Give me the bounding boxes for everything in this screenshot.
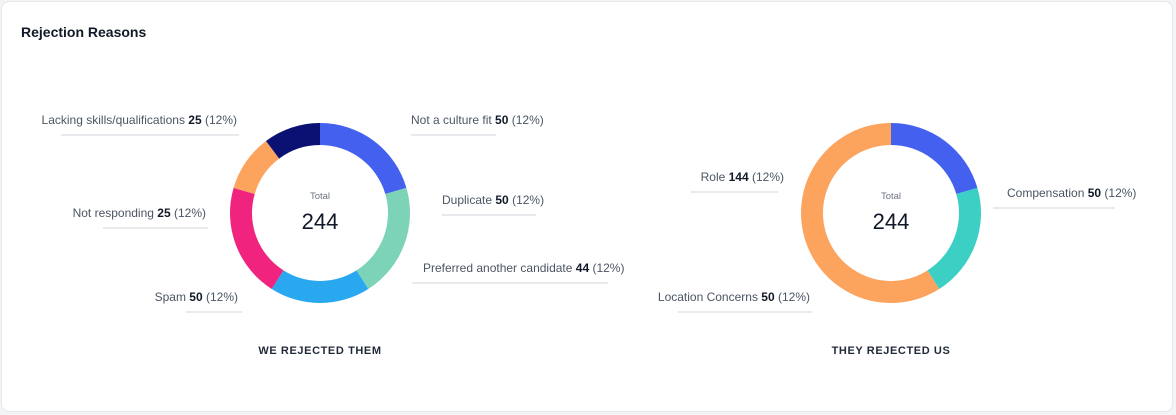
center-total-value: 244	[302, 209, 339, 234]
slice-label: Preferred another candidate 44 (12%)	[423, 261, 624, 275]
slice-duplicate[interactable]	[356, 187, 410, 289]
slice-label-value: 44	[576, 261, 590, 275]
slice-label-name: Role	[701, 170, 729, 184]
slice-label-name: Lacking skills/qualifications	[42, 113, 189, 127]
slice-location-concerns[interactable]	[927, 187, 981, 289]
chart-caption: THEY REJECTED US	[832, 345, 951, 357]
slice-label: Spam 50 (12%)	[155, 290, 238, 304]
slice-label-value: 25	[188, 113, 202, 127]
slice-label-pct: (12%)	[202, 113, 237, 127]
slice-label-name: Preferred another candidate	[423, 261, 576, 275]
slice-compensation[interactable]	[891, 123, 978, 194]
slice-preferred-another-candidate[interactable]	[271, 270, 369, 303]
slice-label-value: 144	[729, 170, 749, 184]
slice-lacking-skills-qualifications[interactable]	[265, 123, 320, 159]
slice-spam[interactable]	[230, 187, 284, 289]
slice-label: Lacking skills/qualifications 25 (12%)	[42, 113, 237, 127]
slice-not-responding[interactable]	[233, 141, 280, 194]
slice-label: Location Concerns 50 (12%)	[658, 290, 810, 304]
slice-label-value: 25	[157, 206, 171, 220]
slice-label-name: Compensation	[1007, 186, 1088, 200]
center-title: Total	[881, 191, 901, 202]
slice-label-pct: (12%)	[1101, 186, 1136, 200]
slice-not-a-culture-fit[interactable]	[320, 123, 407, 194]
center-title: Total	[310, 191, 330, 202]
slice-label-name: Spam	[155, 290, 190, 304]
slice-label: Not a culture fit 50 (12%)	[411, 113, 544, 127]
slice-label-name: Not responding	[73, 206, 158, 220]
slice-label-value: 50	[495, 113, 509, 127]
slice-label-name: Not a culture fit	[411, 113, 495, 127]
slice-label-name: Duplicate	[442, 193, 495, 207]
donut-chart-1: Not a culture fit 50 (12%)Duplicate 50 (…	[42, 113, 625, 357]
slice-label: Not responding 25 (12%)	[73, 206, 206, 220]
slice-label-value: 50	[189, 290, 203, 304]
slice-label-value: 50	[495, 193, 509, 207]
card-title: Rejection Reasons	[21, 24, 147, 40]
slice-label-pct: (12%)	[203, 290, 238, 304]
slice-label-pct: (12%)	[775, 290, 810, 304]
slice-label-value: 50	[1088, 186, 1102, 200]
slice-label-pct: (12%)	[749, 170, 784, 184]
slice-label: Compensation 50 (12%)	[1007, 186, 1136, 200]
chart-caption: WE REJECTED THEM	[258, 345, 381, 357]
slice-label-pct: (12%)	[589, 261, 624, 275]
slice-label-pct: (12%)	[509, 193, 544, 207]
slice-role[interactable]	[801, 123, 940, 304]
slice-label-name: Location Concerns	[658, 290, 761, 304]
center-total-value: 244	[873, 209, 910, 234]
slice-label-value: 50	[761, 290, 775, 304]
slice-label: Duplicate 50 (12%)	[442, 193, 544, 207]
donut-chart-2: Compensation 50 (12%)Location Concerns 5…	[658, 123, 1136, 357]
slice-label-pct: (12%)	[171, 206, 206, 220]
slice-label-pct: (12%)	[508, 113, 543, 127]
slice-label: Role 144 (12%)	[701, 170, 784, 184]
